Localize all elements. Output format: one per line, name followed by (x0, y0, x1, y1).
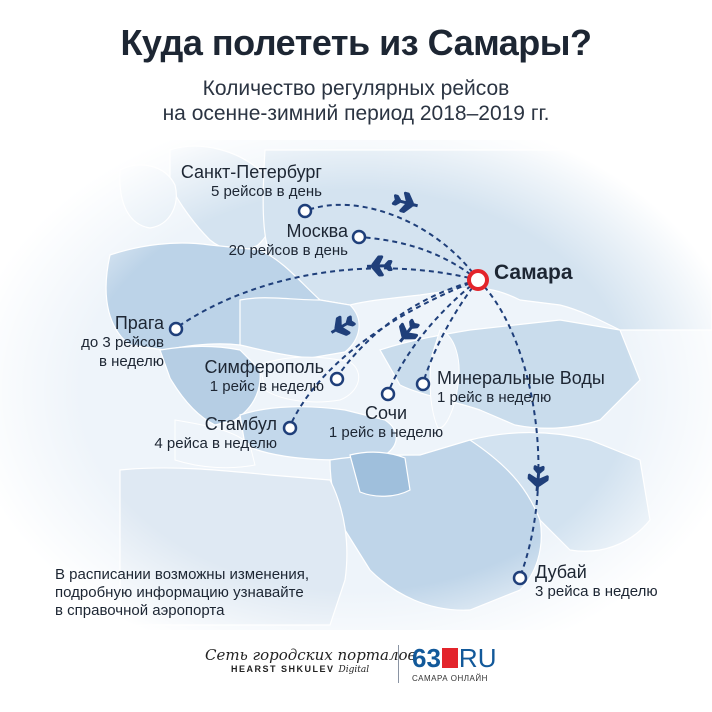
digital-text: Digital (338, 665, 370, 675)
label-prague: Прага до 3 рейсов в неделю (81, 314, 164, 371)
label-dubai: Дубай 3 рейса в неделю (535, 563, 658, 601)
logo-subtitle: САМАРА ОНЛАЙН (412, 674, 488, 683)
logo-mark (441, 648, 458, 668)
hub-label-samara: Самара (494, 261, 573, 284)
routes (175, 203, 540, 578)
label-spb: Санкт-Петербург 5 рейсов в день (181, 163, 322, 201)
label-sochi: Сочи 1 рейс в неделю (322, 404, 450, 442)
marker-minvody (415, 376, 431, 392)
schedule-note: В расписании возможны изменения, подробн… (55, 566, 309, 620)
city-freq: 5 рейсов в день (210, 183, 322, 200)
marker-prague (168, 321, 184, 337)
route-spb (304, 203, 479, 281)
city-freq: до 3 рейсов (81, 334, 164, 351)
route-dubai (477, 279, 540, 578)
city-name: Сочи (364, 403, 408, 423)
marker-dubai (512, 570, 528, 586)
city-freq: 20 рейсов в день (228, 242, 348, 259)
note-line: В расписании возможны изменения, (55, 566, 310, 583)
route-simferopol (336, 279, 479, 378)
hub-marker-samara (467, 269, 489, 291)
label-istanbul: Стамбул 4 рейса в неделю (154, 415, 277, 453)
city-freq: 1 рейс в неделю (328, 424, 444, 441)
destination-markers (168, 203, 528, 586)
marker-sochi (380, 386, 396, 402)
note-line: в справочной аэропорта (55, 602, 225, 619)
note-line: подробную информацию узнавайте (55, 584, 304, 601)
marker-spb (297, 203, 313, 219)
city-name: Симферополь (204, 357, 324, 377)
map-fade (0, 120, 712, 640)
subtitle-line: на осенне-зимний период 2018–2019 гг. (162, 102, 550, 125)
city-freq: 1 рейс в неделю (437, 389, 552, 406)
city-freq: в неделю (98, 353, 164, 370)
city-name: Стамбул (204, 414, 277, 434)
city-freq: 4 рейса в неделю (154, 435, 277, 452)
hearst-label: HEARST SHKULEV Digital (231, 664, 385, 675)
route-minvody (422, 279, 479, 384)
route-prague (175, 267, 479, 329)
brand-logo: 63 RU САМАРА ОНЛАЙН (412, 645, 496, 683)
marker-simferopol (329, 371, 345, 387)
city-freq: 1 рейс в неделю (209, 378, 324, 395)
city-name: Прага (114, 313, 164, 333)
label-simferopol: Симферополь 1 рейс в неделю (204, 358, 324, 396)
city-name: Москва (286, 221, 348, 241)
subtitle: Количество регулярных рейсов на осенне-з… (0, 76, 712, 126)
city-freq: 3 рейса в неделю (535, 583, 658, 600)
city-name: Дубай (535, 562, 587, 582)
network-name: Сеть городских порталов (205, 646, 417, 664)
logo-number: 63 (412, 643, 441, 673)
label-minvody: Минеральные Воды 1 рейс в неделю (437, 369, 605, 407)
route-istanbul (289, 279, 479, 427)
label-moscow: Москва 20 рейсов в день (229, 222, 348, 260)
marker-moscow (351, 229, 367, 245)
city-name: Минеральные Воды (437, 368, 605, 388)
marker-istanbul (282, 420, 298, 436)
route-moscow (358, 236, 479, 281)
network-logo: Сеть городских порталов HEARST SHKULEV D… (205, 646, 417, 675)
footer-divider (398, 645, 399, 683)
hearst-text: HEARST SHKULEV (231, 664, 335, 674)
logo-ru: RU (458, 643, 497, 673)
subtitle-line: Количество регулярных рейсов (202, 77, 510, 100)
brand-wordmark: 63 RU (412, 645, 496, 671)
city-name: Санкт-Петербург (180, 162, 322, 182)
page-title: Куда полететь из Самары? (120, 22, 592, 63)
route-sochi (387, 279, 479, 394)
